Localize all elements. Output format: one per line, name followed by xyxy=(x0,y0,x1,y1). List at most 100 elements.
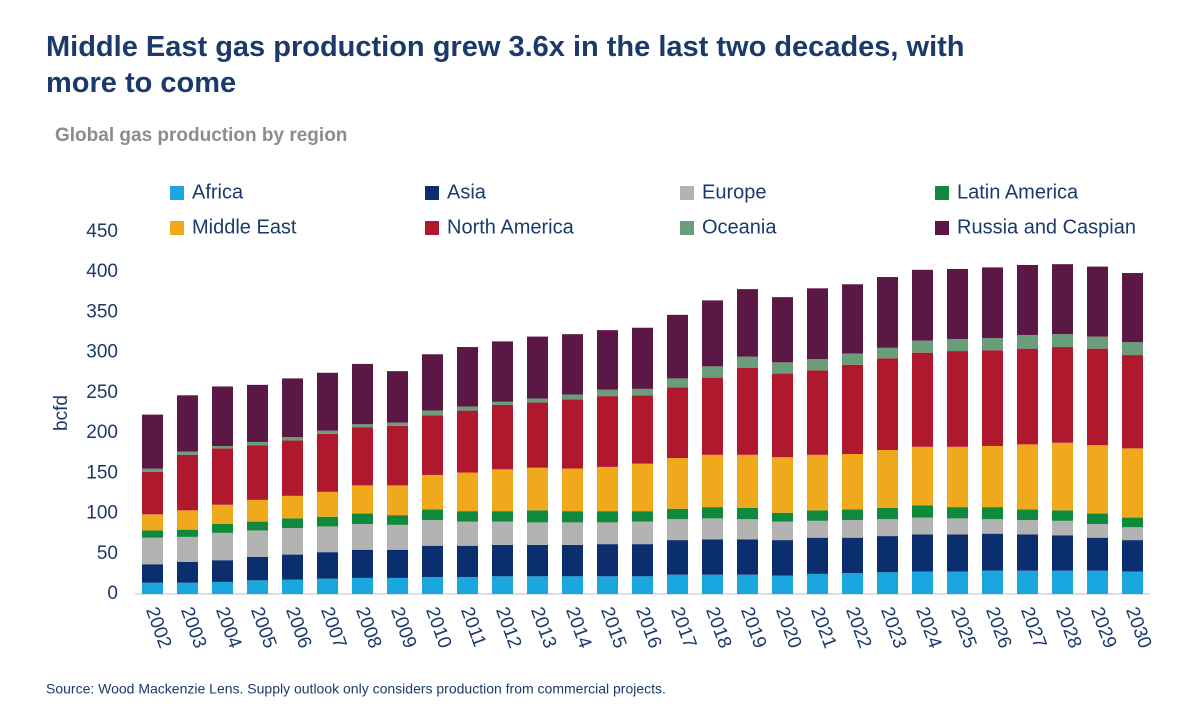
source-note: Source: Wood Mackenzie Lens. Supply outl… xyxy=(46,681,666,697)
bar-segment xyxy=(247,530,268,557)
x-tick-label: 2030 xyxy=(1121,604,1155,651)
x-tick-label: 2010 xyxy=(421,604,455,651)
bar-segment xyxy=(597,330,618,390)
bar-segment xyxy=(1052,442,1073,511)
x-tick-label: 2019 xyxy=(736,604,770,651)
bar-segment xyxy=(1087,524,1108,538)
legend-label: Latin America xyxy=(957,181,1079,203)
bar-segment xyxy=(807,359,828,371)
x-tick-label: 2021 xyxy=(806,604,840,651)
bar-segment xyxy=(562,468,583,512)
bar-segment xyxy=(807,454,828,511)
x-tick-label: 2024 xyxy=(911,604,945,651)
bar-segment xyxy=(527,510,548,523)
bar-segment xyxy=(982,338,1003,351)
x-tick-label: 2020 xyxy=(771,604,805,651)
bar-segment xyxy=(1017,519,1038,535)
legend-swatch xyxy=(680,186,694,200)
bar-segment xyxy=(457,406,478,411)
bar-segment xyxy=(422,545,443,578)
bar-segment xyxy=(877,507,898,520)
bar-segment xyxy=(877,358,898,451)
bar-segment xyxy=(492,544,513,577)
bar-segment xyxy=(632,395,653,464)
bar-segment xyxy=(702,366,723,378)
legend-label: Asia xyxy=(447,181,487,203)
bar-segment xyxy=(667,540,688,575)
bar-segment xyxy=(737,367,758,455)
bar-segment xyxy=(842,537,863,574)
bar-segment xyxy=(352,427,373,486)
bar-segment xyxy=(947,446,968,508)
bar-segment xyxy=(807,520,828,538)
bar-segment xyxy=(912,269,933,341)
bar-segment xyxy=(142,471,163,515)
bar-segment xyxy=(667,387,688,459)
bar-segment xyxy=(352,549,373,578)
legend-swatch xyxy=(170,221,184,235)
bar-segment xyxy=(1122,571,1143,594)
bar-segment xyxy=(492,341,513,402)
bar-segment xyxy=(772,521,793,541)
bar-segment xyxy=(912,352,933,447)
bar-segment xyxy=(282,440,303,496)
bar-segment xyxy=(177,454,198,511)
bar-segment xyxy=(1052,264,1073,335)
bar-segment xyxy=(1052,510,1073,521)
y-tick-label: 400 xyxy=(86,261,118,282)
bar-segment xyxy=(457,511,478,522)
legend-label: North America xyxy=(447,216,575,238)
bar-segment xyxy=(737,356,758,368)
y-tick-label: 300 xyxy=(86,342,118,363)
bar-segment xyxy=(457,577,478,594)
bar-segment xyxy=(492,469,513,512)
x-tick-label: 2005 xyxy=(246,604,280,651)
bar-segment xyxy=(527,336,548,399)
bar-segment xyxy=(1052,535,1073,571)
bar-segment xyxy=(947,571,968,594)
x-tick-label: 2017 xyxy=(666,604,700,651)
bar-segment xyxy=(737,454,758,508)
bar-segment xyxy=(352,524,373,550)
legend-swatch xyxy=(680,221,694,235)
bar-segment xyxy=(387,422,408,426)
bar-segment xyxy=(352,363,373,425)
bar-segment xyxy=(527,522,548,545)
legend-swatch xyxy=(425,186,439,200)
bar-segment xyxy=(142,537,163,565)
bar-segment xyxy=(1017,534,1038,571)
bar-segment xyxy=(562,544,583,577)
bar-segment xyxy=(177,529,198,537)
bar-segment xyxy=(737,289,758,357)
bar-segment xyxy=(352,513,373,525)
bar-segment xyxy=(912,340,933,353)
bar-segment xyxy=(842,364,863,455)
bar-segment xyxy=(1122,517,1143,528)
y-tick-label: 450 xyxy=(86,221,118,242)
bar-segment xyxy=(247,521,268,531)
legend-label: Africa xyxy=(192,181,244,203)
bar-segment xyxy=(317,552,338,579)
bar-segment xyxy=(772,457,793,513)
x-tick-label: 2016 xyxy=(631,604,665,651)
bar-segment xyxy=(212,386,233,446)
bar-segment xyxy=(842,454,863,510)
x-tick-label: 2018 xyxy=(701,604,735,651)
bar-segment xyxy=(842,353,863,365)
bar-segment xyxy=(702,507,723,519)
x-tick-label: 2015 xyxy=(596,604,630,651)
bar-segment xyxy=(702,454,723,508)
bar-segment xyxy=(387,371,408,423)
bar-segment xyxy=(387,524,408,550)
bar-segment xyxy=(667,519,688,541)
legend-label: Oceania xyxy=(702,216,777,238)
bar-segment xyxy=(632,327,653,389)
bar-segment xyxy=(282,437,303,441)
bar-segment xyxy=(702,539,723,575)
bar-segment xyxy=(562,576,583,594)
y-tick-label: 200 xyxy=(86,422,118,443)
bar-segment xyxy=(597,511,618,523)
bar-segment xyxy=(947,351,968,447)
bar-segment xyxy=(982,350,1003,446)
